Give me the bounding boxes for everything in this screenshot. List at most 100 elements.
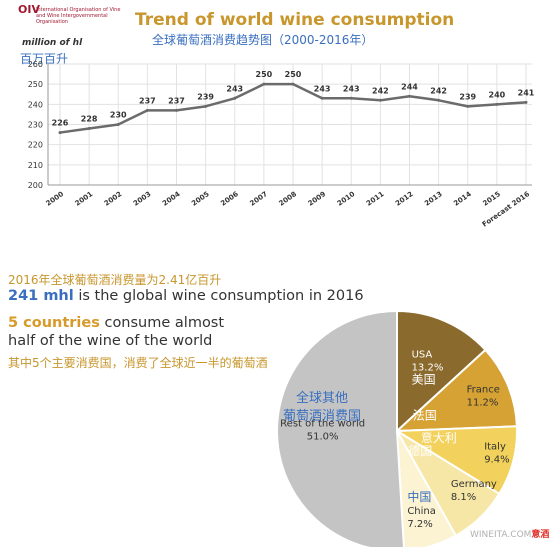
pie-slice-label: 德国 [408, 443, 432, 458]
line-chart: 200 210 220 230 240 250 260 2000 2001 2002 2003 200… [28, 60, 535, 229]
data-label: 239 [197, 92, 214, 101]
pie-slice-label: China [407, 506, 436, 517]
data-label: 242 [372, 86, 389, 95]
y-unit-en: million of hl [22, 38, 83, 48]
x-tick-label: 2004 [161, 190, 182, 208]
x-tick-label: 2007 [248, 190, 269, 208]
x-tick-label: 2006 [219, 190, 240, 208]
data-label: 250 [256, 70, 273, 79]
data-label: 244 [401, 82, 418, 91]
data-label: 243 [226, 84, 243, 93]
y-tick-label: 240 [28, 100, 43, 109]
pie-value-label: 13.2% [412, 363, 444, 374]
pie-slice-label: USA [412, 350, 433, 361]
watermark-left: WINEITA.COM [470, 530, 532, 540]
data-label: 240 [489, 90, 506, 99]
x-tick-label: 2001 [74, 190, 95, 208]
pie-value-label: 11.2% [467, 398, 499, 409]
data-label: 243 [314, 84, 331, 93]
stat-en: 241 mhl is the global wine consumption i… [8, 288, 364, 304]
chart-title-en: Trend of world wine consumption [135, 10, 455, 30]
pie-slice-label: 葡萄酒消费国 [283, 409, 361, 424]
top5-en-highlight: 5 countries [8, 315, 100, 331]
data-point [495, 102, 499, 106]
pie-slice-label: 全球其他 [296, 390, 348, 406]
top5-en-line1-rest: consume almost [99, 315, 225, 331]
stat-en-highlight: 241 mhl [8, 288, 74, 304]
data-label: 226 [52, 119, 69, 128]
pie-value-label: 9.4% [484, 454, 509, 465]
top5-en-line1: 5 countries consume almost [8, 315, 224, 331]
pie-slice-label: Italy [484, 441, 506, 452]
data-label: 230 [110, 111, 127, 120]
oiv-logo: OIV International Organisation of Vine a… [6, 4, 126, 38]
stat-en-rest: is the global wine consumption in 2016 [73, 288, 364, 304]
pie-slice-label: Germany [451, 479, 497, 490]
top5-zh: 其中5个主要消费国，消费了全球近一半的葡萄酒 [8, 356, 268, 370]
data-point [145, 108, 149, 112]
y-tick-label: 200 [28, 181, 43, 190]
x-tick-label: 2005 [190, 190, 211, 208]
data-point [262, 82, 266, 86]
x-tick-label: 2010 [336, 190, 357, 208]
x-tick-label: 2009 [307, 190, 328, 208]
data-point [204, 104, 208, 108]
data-point [408, 94, 411, 98]
x-tick-label: 2002 [103, 190, 124, 208]
data-point [291, 82, 295, 86]
data-point [320, 96, 324, 100]
pie-value-label: 51.0% [307, 432, 339, 443]
pie-slice [394, 428, 501, 537]
y-tick-label: 260 [28, 60, 43, 69]
data-label: 250 [285, 70, 302, 79]
data-point [349, 96, 353, 100]
x-tick-label: 2015 [481, 190, 502, 208]
x-tick-label: 2011 [365, 190, 386, 208]
pie-value-label: 8.1% [451, 492, 476, 503]
x-tick-label: 2003 [132, 190, 153, 208]
y-tick-label: 220 [28, 141, 43, 150]
data-label: 237 [139, 96, 156, 105]
pie-slice-label: 中国 [407, 489, 431, 504]
pie-slice-label: 法国 [413, 409, 437, 423]
data-label: 241 [518, 88, 535, 97]
data-label: 228 [81, 115, 98, 124]
data-point [175, 108, 178, 112]
y-tick-label: 210 [28, 161, 43, 170]
data-point [116, 123, 120, 126]
pie-slice-label: Rest of the world [280, 419, 365, 430]
y-unit-zh: 百万百升 [20, 52, 69, 66]
x-tick-label: 2008 [278, 190, 299, 208]
data-label: 242 [430, 86, 447, 95]
pie-value-label: 7.2% [407, 519, 432, 530]
pie-slice-label: 意大利 [421, 430, 457, 445]
data-point [87, 127, 91, 131]
data-point [233, 96, 237, 100]
oiv-logo-mark: OIV [18, 3, 40, 16]
pie-slice [396, 309, 487, 434]
oiv-logo-text: International Organisation of Vine and W… [36, 7, 121, 25]
chart-title-zh: 全球葡萄酒消费趋势图（2000-2016年） [152, 33, 374, 47]
pie-slice [396, 430, 458, 547]
data-point [524, 100, 528, 104]
x-tick-label: 2012 [394, 190, 415, 208]
pie-slice [394, 348, 518, 433]
data-point [466, 104, 470, 108]
data-point [58, 131, 62, 135]
pie-slice-label: 美国 [412, 373, 436, 387]
pie-slice [393, 425, 518, 496]
x-tick-label: 2013 [423, 190, 444, 208]
top5-en-line2: half of the wine of the world [8, 333, 213, 349]
data-label: 243 [343, 84, 360, 93]
stat-zh: 2016年全球葡萄酒消费量为2.41亿百升 [8, 273, 222, 287]
pie-slice-label: France [467, 385, 500, 396]
y-tick-label: 230 [28, 121, 43, 130]
pie-slice [276, 309, 405, 547]
data-label: 237 [168, 96, 185, 105]
x-tick-label: 2000 [45, 190, 66, 208]
data-point [378, 98, 382, 102]
y-tick-label: 250 [28, 80, 43, 89]
watermark-right: 意酒网 [531, 530, 550, 540]
x-tick-label: 2014 [452, 190, 473, 208]
watermark: WINEITA.COM意酒网 [470, 527, 550, 540]
